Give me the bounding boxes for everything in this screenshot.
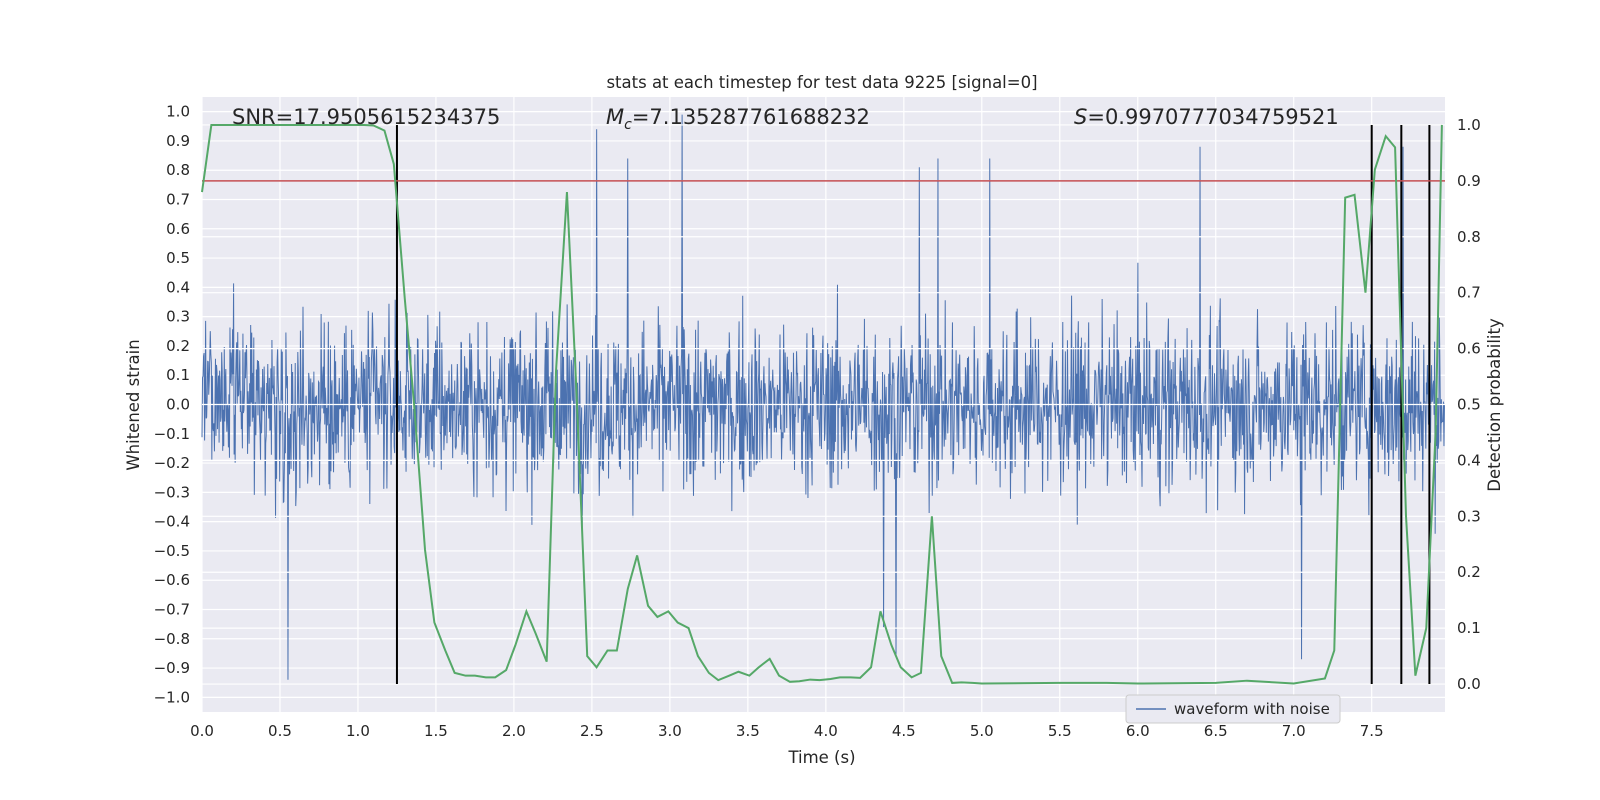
y-left-tick-label: 0.1 [166,366,190,384]
y-left-tick-label: 0.4 [166,278,190,296]
y-left-tick-label: 0.5 [166,249,190,267]
y-right-tick-label: 0.1 [1457,619,1481,637]
y-left-tick-label: −0.7 [154,601,190,619]
y-right-tick-label: 0.2 [1457,563,1481,581]
s-annotation: S=0.9970777034759521 [1074,105,1339,129]
snr-annotation: SNR=17.9505615234375 [232,105,500,129]
x-tick-label: 0.5 [268,722,292,740]
x-tick-label: 7.0 [1282,722,1306,740]
x-axis-ticks: 0.0 0.5 1.0 1.5 2.0 2.5 3.0 3.5 4.0 4.5 5.0 5.5 6.0 6… [190,722,1384,740]
s-value: =0.9970777034759521 [1087,105,1338,129]
waveform-with-noise-line [201,114,1445,680]
y-right-tick-label: 0.9 [1457,172,1481,190]
y-left-tick-label: −0.1 [154,425,190,443]
legend-entry-waveform: waveform with noise [1174,700,1330,718]
x-tick-label: 1.5 [424,722,448,740]
y-left-tick-label: −0.6 [154,571,190,589]
legend: waveform with noise [1125,694,1341,724]
x-tick-label: 7.5 [1360,722,1384,740]
chirp-mass-annotation: Mc=7.135287761688232 [606,105,870,133]
x-tick-label: 6.0 [1126,722,1150,740]
x-tick-label: 0.0 [190,722,214,740]
x-tick-label: 5.0 [970,722,994,740]
y-right-tick-label: 0.0 [1457,675,1481,693]
x-tick-label: 1.0 [346,722,370,740]
y-left-tick-label: 0.6 [166,220,190,238]
y-left-axis-ticks: 1.0 0.9 0.8 0.7 0.6 0.5 0.4 0.3 0.2 0.1 0.0 −0.1 −0.… [154,103,190,707]
y-right-tick-label: 1.0 [1457,116,1481,134]
y-left-tick-label: 0.3 [166,308,190,326]
x-tick-label: 3.5 [736,722,760,740]
y-right-tick-label: 0.4 [1457,451,1481,469]
y-left-tick-label: 0.8 [166,161,190,179]
y-left-tick-label: 0.7 [166,191,190,209]
mc-value: =7.135287761688232 [632,105,870,129]
x-axis-label: Time (s) [787,748,855,767]
x-tick-label: 4.0 [814,722,838,740]
mc-subscript: c [624,117,632,133]
y-left-tick-label: 0.0 [166,396,190,414]
y-left-tick-label: −1.0 [154,688,190,706]
x-tick-label: 4.5 [892,722,916,740]
y-right-axis-label: Detection probability [1485,318,1504,492]
y-left-tick-label: 0.2 [166,337,190,355]
x-tick-label: 2.5 [580,722,604,740]
y-left-tick-label: −0.3 [154,483,190,501]
y-right-tick-label: 0.8 [1457,228,1481,246]
y-right-tick-label: 0.7 [1457,284,1481,302]
y-left-tick-label: −0.9 [154,659,190,677]
y-left-tick-label: −0.8 [154,630,190,648]
y-right-tick-label: 0.5 [1457,396,1481,414]
s-symbol: S [1074,105,1087,129]
legend-box [1125,694,1341,724]
y-right-tick-label: 0.6 [1457,340,1481,358]
y-left-tick-label: −0.2 [154,454,190,472]
x-tick-label: 2.0 [502,722,526,740]
chart-title: stats at each timestep for test data 922… [606,73,1037,92]
mc-symbol: M [606,105,624,129]
x-tick-label: 6.5 [1204,722,1228,740]
y-left-tick-label: 0.9 [166,132,190,150]
detection-probability-line [201,123,1443,685]
y-left-tick-label: −0.5 [154,542,190,560]
waveform-layer [201,114,1445,680]
y-left-tick-label: −0.4 [154,513,190,531]
y-right-tick-label: 0.3 [1457,507,1481,525]
y-left-axis-label: Whitened strain [124,339,143,470]
y-left-tick-label: 1.0 [166,103,190,121]
y-right-axis-ticks: 1.0 0.9 0.8 0.7 0.6 0.5 0.4 0.3 0.2 0.1 0.0 [1457,116,1481,693]
x-tick-label: 5.5 [1048,722,1072,740]
x-tick-label: 3.0 [658,722,682,740]
